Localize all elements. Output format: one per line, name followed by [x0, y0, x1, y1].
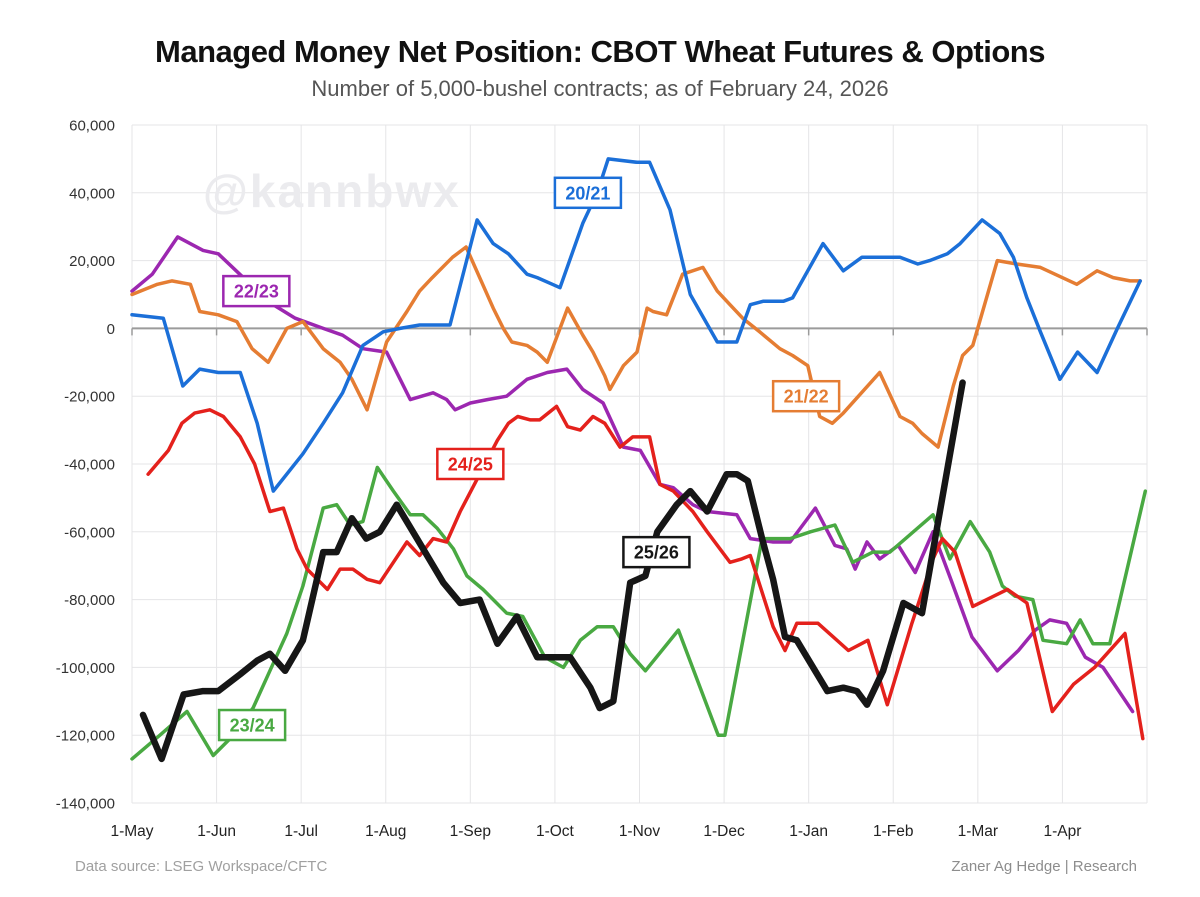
series-label-box-21-22: [771, 379, 841, 413]
series-label-23-24: 23/24: [230, 716, 275, 736]
series-line-20-21: [130, 157, 1142, 493]
brand-note: Zaner Ag Hedge | Research: [951, 858, 1137, 875]
series-label-box-20-21: [553, 176, 623, 210]
watermark-text: @kannbwx: [203, 165, 461, 217]
series-line-21-22: [130, 245, 1142, 449]
x-axis-tick-label: 1-May: [110, 823, 153, 840]
series-label-box-25-26: [622, 535, 691, 569]
x-axis-tick-label: 1-Aug: [365, 823, 406, 840]
series-label-21-22: 21/22: [784, 387, 829, 407]
x-axis-tick-label: 1-Jun: [197, 823, 236, 840]
y-axis-tick-label: 40,000: [69, 185, 115, 202]
series-label-box-22-23: [222, 274, 291, 308]
series-line-25-26: [139, 379, 966, 763]
series-label-box-23-24: [217, 708, 287, 742]
y-axis-tick-label: 0: [107, 321, 115, 338]
series-label-24-25: 24/25: [448, 455, 493, 475]
x-axis-tick-label: 1-Apr: [1043, 823, 1081, 840]
chart-title: Managed Money Net Position: CBOT Wheat F…: [155, 34, 1045, 69]
series-label-box-24-25: [436, 447, 505, 481]
x-axis-tick-label: 1-Jul: [284, 823, 318, 840]
series-label-25-26: 25/26: [634, 543, 679, 563]
x-axis-tick-label: 1-Nov: [619, 823, 661, 840]
y-axis-tick-label: -20,000: [64, 389, 115, 406]
series-label-22-23: 22/23: [234, 282, 279, 302]
x-axis-tick-label: 1-Dec: [703, 823, 745, 840]
data-source-note: Data source: LSEG Workspace/CFTC: [75, 858, 328, 875]
x-axis-tick-label: 1-Feb: [873, 823, 914, 840]
x-axis-tick-label: 1-Mar: [958, 823, 998, 840]
y-axis-tick-label: -140,000: [56, 796, 115, 813]
chart-subtitle: Number of 5,000-bushel contracts; as of …: [311, 76, 889, 101]
y-axis-tick-label: -100,000: [56, 660, 115, 677]
x-axis-tick-label: 1-Sep: [450, 823, 491, 840]
y-axis-tick-label: -40,000: [64, 457, 115, 474]
x-axis-tick-label: 1-Jan: [789, 823, 828, 840]
y-axis-tick-label: 60,000: [69, 118, 115, 135]
y-axis-tick-label: -60,000: [64, 524, 115, 541]
x-axis-tick-label: 1-Oct: [536, 823, 575, 840]
y-axis-tick-label: -120,000: [56, 728, 115, 745]
series-label-20-21: 20/21: [565, 183, 610, 203]
y-axis-tick-label: -80,000: [64, 592, 115, 609]
y-axis-tick-label: 20,000: [69, 253, 115, 270]
series-line-23-24: [130, 465, 1148, 761]
